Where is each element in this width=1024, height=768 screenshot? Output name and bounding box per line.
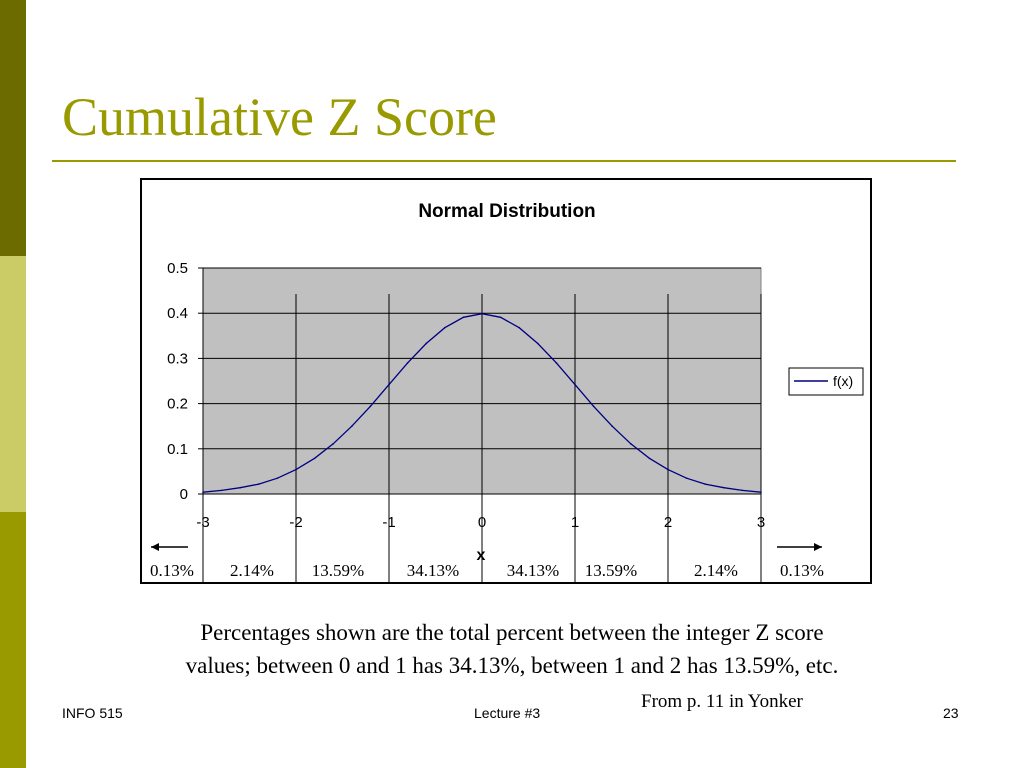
x-tick-label: -3 xyxy=(196,514,209,531)
series-point xyxy=(704,483,706,485)
percent-annotation: 34.13% xyxy=(407,561,459,580)
series-point xyxy=(499,316,502,319)
series-point xyxy=(741,489,744,492)
series-point xyxy=(276,477,279,479)
percent-annotation: 0.13% xyxy=(150,561,194,580)
x-tick-label: -2 xyxy=(289,514,302,531)
y-tick-label: 0 xyxy=(180,486,188,503)
normal-distribution-chart: Normal Distribution 0 0.1 0.2 0.3 0.4 0.5 -3 -2 -… xyxy=(150,201,864,582)
legend-label: f(x) xyxy=(833,373,853,389)
series-point xyxy=(220,489,223,492)
x-tick-label: 0 xyxy=(478,514,486,531)
y-tick-label: 0.2 xyxy=(167,396,188,413)
chart-container: Normal Distribution 0 0.1 0.2 0.3 0.4 0.5 -3 -2 -… xyxy=(140,178,872,584)
percent-annotation: 13.59% xyxy=(312,561,364,580)
y-tick-label: 0.4 xyxy=(167,305,188,322)
series-point xyxy=(481,312,483,315)
tail-arrowhead-left xyxy=(151,543,159,551)
y-tick-label: 0.3 xyxy=(167,350,188,367)
series-point xyxy=(295,468,297,471)
series-point xyxy=(685,477,688,479)
series-point xyxy=(630,443,632,445)
caption-line-1: Percentages shown are the total percent … xyxy=(200,620,824,645)
source-note: From p. 11 in Yonker xyxy=(641,691,803,712)
lecture-label: Lecture #3 xyxy=(474,705,541,721)
series-point xyxy=(760,491,762,493)
series-point xyxy=(406,362,409,364)
percent-annotation: 34.13% xyxy=(507,561,559,580)
percent-annotation: 2.14% xyxy=(230,561,274,580)
series-point xyxy=(369,405,372,408)
series-point xyxy=(351,425,353,427)
series-point xyxy=(444,326,446,329)
slide-title: Cumulative Z Score xyxy=(62,87,497,147)
x-axis-label: x xyxy=(477,547,486,564)
series-point xyxy=(462,316,465,319)
page-number: 23 xyxy=(943,705,959,721)
series-point xyxy=(239,486,241,489)
x-tick-label: 3 xyxy=(757,514,765,531)
series-point xyxy=(648,457,651,460)
y-tick-label: 0.1 xyxy=(167,441,188,458)
series-point xyxy=(313,457,316,460)
caption-line-2: values; between 0 and 1 has 34.13%, betw… xyxy=(185,653,839,678)
course-code: INFO 515 xyxy=(62,705,123,721)
percent-annotation: 13.59% xyxy=(585,561,637,580)
slide-caption: Percentages shown are the total percent … xyxy=(0,616,1024,682)
series-point xyxy=(592,405,595,408)
sidebar-accent-top xyxy=(0,0,26,256)
sidebar-accent-middle xyxy=(0,256,26,512)
series-point xyxy=(574,383,576,386)
series-point xyxy=(388,383,390,386)
title-underline xyxy=(52,160,956,162)
y-tick-label: 0.5 xyxy=(167,260,188,277)
sidebar-accent-bottom xyxy=(0,512,26,768)
series-point xyxy=(667,468,669,471)
percent-annotation: 0.13% xyxy=(780,561,824,580)
series-point xyxy=(425,342,428,345)
series-point xyxy=(537,342,539,345)
series-point xyxy=(332,443,334,445)
tail-arrowhead-right xyxy=(814,543,822,551)
x-tick-label: 2 xyxy=(664,514,672,531)
series-point xyxy=(518,326,520,329)
series-point xyxy=(611,425,613,427)
series-point xyxy=(202,491,204,493)
percent-annotation: 2.14% xyxy=(694,561,738,580)
series-point xyxy=(258,483,260,485)
series-point xyxy=(723,486,725,489)
series-point xyxy=(555,362,558,364)
x-tick-label: -1 xyxy=(382,514,395,531)
x-tick-label: 1 xyxy=(571,514,579,531)
chart-title: Normal Distribution xyxy=(418,201,595,222)
